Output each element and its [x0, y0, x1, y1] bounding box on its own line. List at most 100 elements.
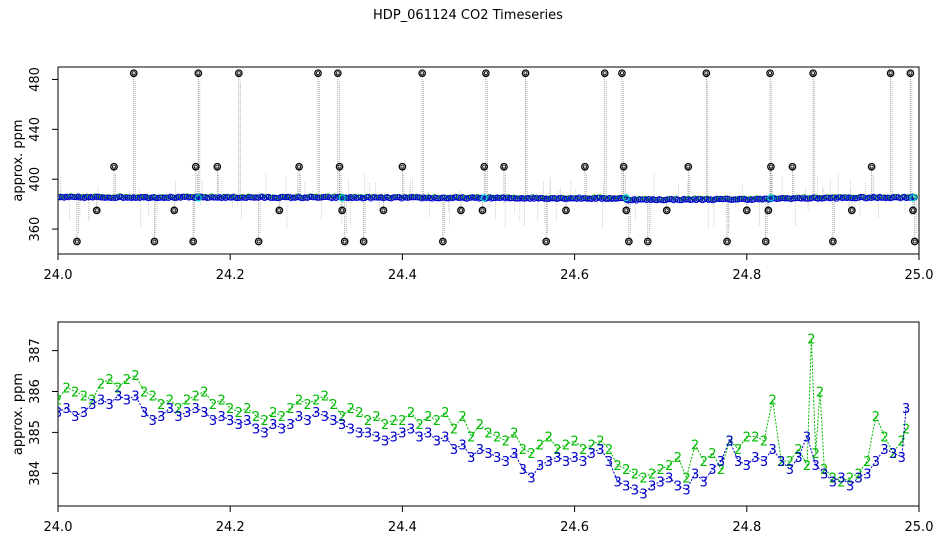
- series-2-point: 2: [786, 455, 794, 470]
- series-3-point: 3: [226, 414, 234, 429]
- outlier-marker-inner: [440, 239, 445, 244]
- baseline-point: [298, 194, 305, 201]
- baseline-point: [570, 195, 577, 202]
- outlier-marker: [457, 206, 465, 215]
- outlier-marker: [150, 237, 159, 246]
- series-3-point: 3: [355, 426, 363, 441]
- series-3-point: 3: [579, 455, 587, 470]
- baseline-point-alt: [258, 193, 264, 199]
- series-3-point: 3: [407, 422, 415, 437]
- series-2-point: 2: [88, 394, 96, 409]
- baseline-point: [236, 194, 244, 201]
- series-2-point: 2: [725, 435, 733, 450]
- outlier-marker-inner: [483, 71, 488, 76]
- top-plot-area: [58, 73, 918, 242]
- baseline-point: [823, 194, 830, 201]
- series-3-point: 3: [803, 430, 811, 445]
- baseline-point-alt: [111, 194, 117, 200]
- baseline-point-alt: [68, 193, 74, 199]
- series-3-point: 3: [768, 443, 776, 458]
- series-3-line: [58, 394, 907, 495]
- series-3-point: 3: [243, 414, 251, 429]
- outlier-marker-inner: [704, 71, 709, 76]
- outlier-marker-inner: [910, 208, 915, 213]
- baseline-point-alt: [184, 193, 190, 199]
- series-2-point: 2: [837, 475, 845, 490]
- series-2-point: 2: [260, 414, 268, 429]
- series-2-point: 2: [140, 386, 148, 401]
- baseline-point-alt: [307, 193, 313, 199]
- series-3-point: 3: [691, 467, 699, 482]
- outlier-marker-inner: [624, 208, 629, 213]
- cyan-marker: [480, 194, 488, 202]
- outlier-marker: [662, 206, 671, 215]
- outlier-marker-inner: [523, 71, 528, 76]
- outlier-marker-inner: [297, 164, 302, 169]
- outlier-marker: [191, 162, 200, 171]
- outlier-marker: [600, 69, 609, 78]
- series-2-point: 2: [493, 430, 501, 445]
- series-3-point: 3: [631, 484, 639, 499]
- baseline-point: [289, 194, 297, 201]
- outlier-marker-inner: [664, 208, 669, 213]
- outlier-marker: [684, 162, 693, 171]
- top-y-tick-label: 360: [28, 217, 43, 242]
- outlier-marker: [480, 162, 489, 171]
- series-3-point: 3: [364, 426, 372, 441]
- series-2-point: 2: [816, 386, 824, 401]
- outlier-marker-inner: [256, 239, 261, 244]
- series-3-point: 3: [863, 467, 871, 482]
- baseline-point: [829, 194, 836, 201]
- baseline-point-alt: [838, 194, 844, 200]
- baseline-point-alt: [881, 194, 887, 200]
- baseline-point-alt: [597, 194, 603, 200]
- series-3-point: 3: [347, 422, 355, 437]
- series-2-point: 2: [355, 406, 363, 421]
- series-2-point: 2: [743, 430, 751, 445]
- series-2-point: 2: [872, 410, 880, 425]
- series-3-point: 3: [381, 435, 389, 450]
- outlier-marker-inner: [768, 71, 773, 76]
- baseline-point-alt: [783, 195, 789, 201]
- series-3-point: 3: [682, 484, 690, 499]
- baseline-point: [359, 195, 366, 202]
- series-2-point: 2: [751, 430, 759, 445]
- baseline-point: [144, 194, 152, 202]
- series-2-point: 2: [114, 381, 122, 396]
- series-3-point: 3: [200, 406, 208, 421]
- baseline-point-alt: [832, 194, 838, 200]
- baseline-point-alt: [505, 194, 511, 200]
- outlier-marker: [562, 206, 570, 215]
- series-2-point: 2: [803, 459, 811, 474]
- baseline-point: [563, 195, 571, 202]
- outlier-marker-inner: [458, 208, 463, 213]
- series-2-point: 2: [734, 443, 742, 458]
- series-3-point: 3: [450, 443, 458, 458]
- series-3-point: 3: [760, 455, 768, 470]
- series-3-point: 3: [734, 455, 742, 470]
- baseline-point: [200, 194, 207, 201]
- baseline-point: [490, 194, 497, 202]
- baseline-point-alt: [698, 195, 704, 201]
- series-2-point: 2: [476, 418, 484, 433]
- baseline-point: [891, 193, 898, 201]
- outlier-marker-inner: [830, 239, 835, 244]
- series-2-point: 2: [149, 390, 157, 405]
- series-3-point: 3: [312, 406, 320, 421]
- series-2-point: 2: [794, 443, 802, 458]
- series-2-point: 2: [174, 402, 182, 417]
- series-3-point: 3: [149, 414, 157, 429]
- baseline-point: [410, 194, 417, 201]
- bottom-x-tick-label: 24.4: [388, 520, 417, 535]
- series-2-point: 2: [708, 447, 716, 462]
- baseline-point-alt: [462, 194, 468, 200]
- series-3-point: 3: [192, 402, 200, 417]
- outlier-marker: [314, 69, 322, 78]
- series-2-point: 2: [450, 422, 458, 437]
- series-2-point: 2: [545, 430, 553, 445]
- baseline-point: [77, 194, 84, 201]
- baseline-point-alt: [105, 194, 111, 200]
- outlier-marker-inner: [172, 208, 177, 213]
- series-3-point: 3: [880, 443, 888, 458]
- baseline-point-alt: [80, 193, 86, 199]
